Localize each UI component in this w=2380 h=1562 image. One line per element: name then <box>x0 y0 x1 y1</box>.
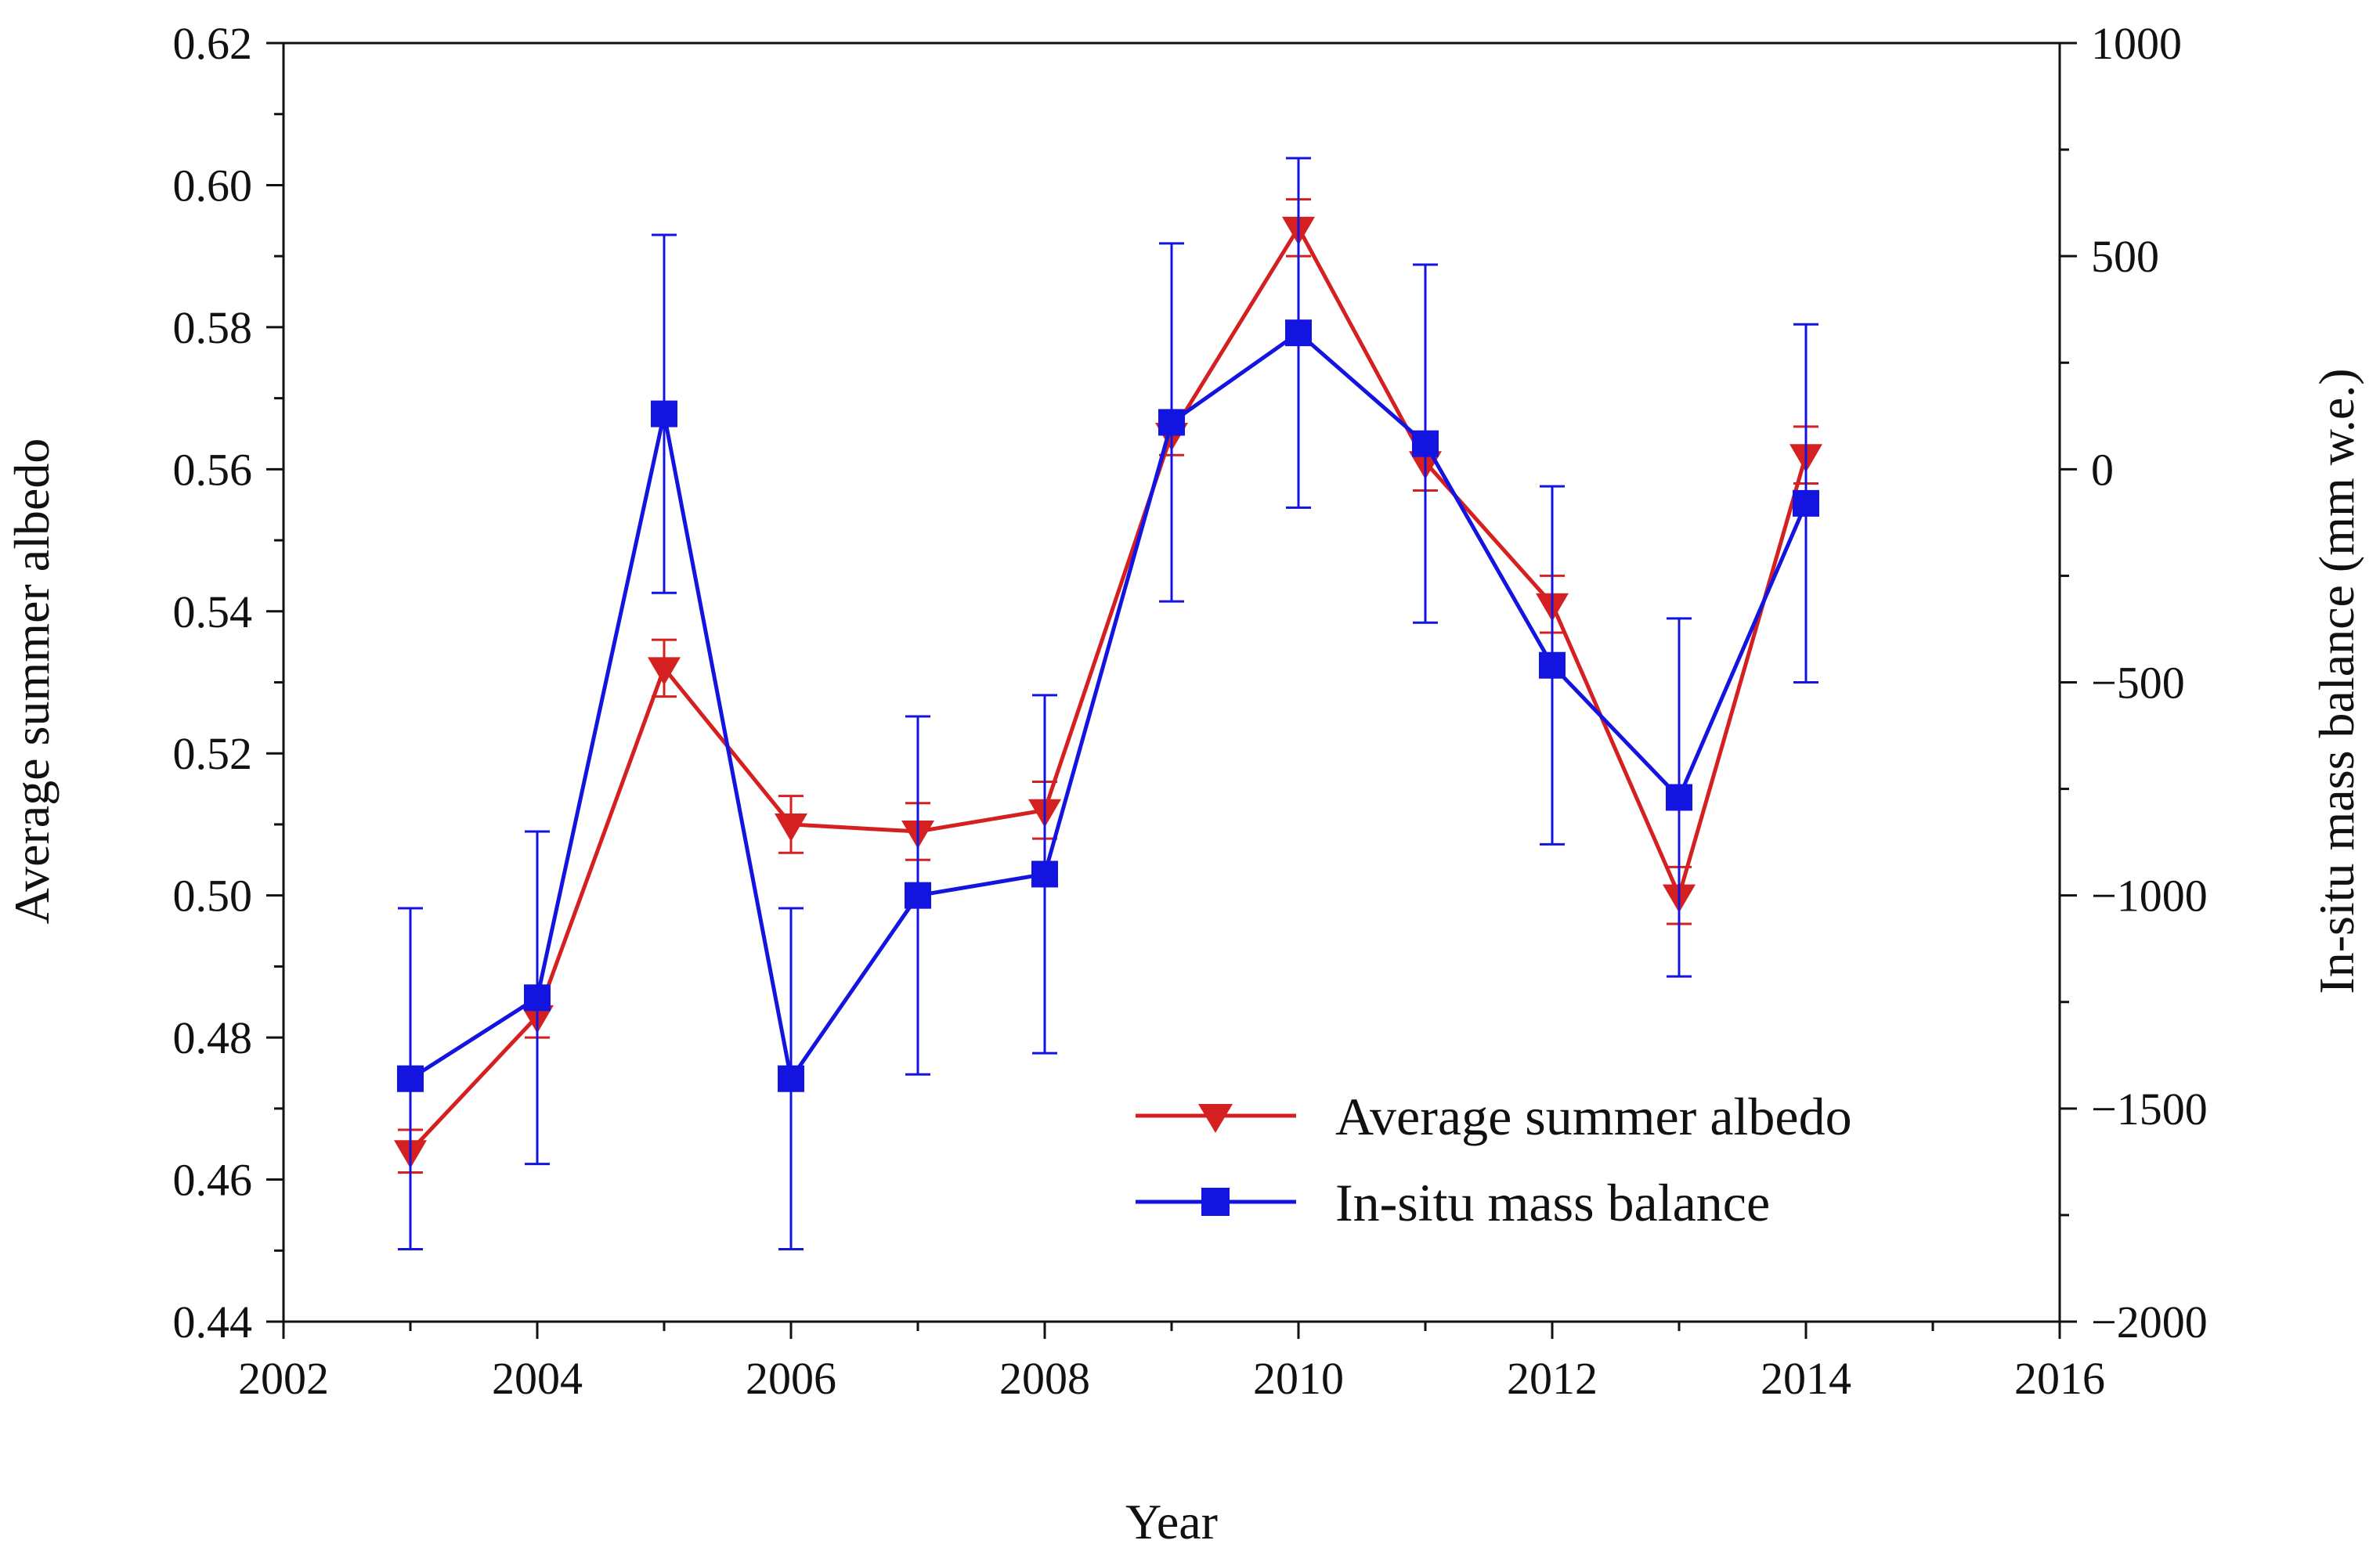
y-left-tick-label: 0.46 <box>173 1155 253 1206</box>
y-right-tick-label: 500 <box>2091 231 2159 282</box>
y-left-tick-label: 0.52 <box>173 728 253 779</box>
y-left-tick-label: 0.56 <box>173 444 253 495</box>
x-axis-title: Year <box>1125 1494 1218 1549</box>
legend-label: In-situ mass balance <box>1335 1173 1770 1232</box>
data-point <box>651 400 677 427</box>
legend-marker <box>1198 1104 1233 1133</box>
legend-label: Average summer albedo <box>1335 1087 1852 1146</box>
legend-marker <box>1201 1188 1230 1216</box>
y-right-tick-label: −500 <box>2091 658 2185 709</box>
y-left-tick-label: 0.54 <box>173 586 253 637</box>
data-point <box>1285 319 1312 347</box>
data-point <box>1793 489 1819 517</box>
series-line <box>409 330 1808 1084</box>
x-tick-label: 2006 <box>746 1353 836 1404</box>
y-axis-left-title: Average summer albedo <box>4 438 60 925</box>
data-point <box>1666 784 1692 811</box>
x-tick-label: 2008 <box>999 1353 1090 1404</box>
x-tick-label: 2002 <box>238 1353 329 1404</box>
y-left-tick-label: 0.44 <box>173 1297 253 1347</box>
y-left-tick-label: 0.48 <box>173 1012 253 1063</box>
y-right-tick-label: 0 <box>2091 444 2114 495</box>
y-right-tick-label: −2000 <box>2091 1297 2208 1347</box>
data-point <box>775 813 807 842</box>
data-point <box>1031 860 1058 888</box>
y-left-tick-label: 0.58 <box>173 302 253 353</box>
y-right-tick-label: −1000 <box>2091 871 2208 922</box>
data-point <box>524 984 551 1012</box>
series-1 <box>394 198 1822 1174</box>
data-point <box>1158 409 1185 436</box>
data-point <box>778 1065 804 1092</box>
data-point <box>648 657 681 686</box>
y-axis-right: −2000 −1500 −1000 −500 0 500 1000 <box>2060 18 2208 1347</box>
x-tick-label: 2010 <box>1253 1353 1344 1404</box>
x-axis: 2002 2004 2006 2008 2010 2012 2014 2016 <box>238 1322 2105 1404</box>
y-right-tick-label: 1000 <box>2091 18 2182 69</box>
x-tick-label: 2012 <box>1507 1353 1598 1404</box>
y-axis-right-title: In-situ mass balance (mm w.e.) <box>2309 368 2364 994</box>
y-left-tick-label: 0.60 <box>173 160 253 211</box>
legend: Average summer albedo In-situ mass balanc… <box>1136 1087 1852 1232</box>
series-2 <box>397 157 1819 1250</box>
y-axis-left: 0.44 0.46 0.48 0.50 0.52 0.54 0.56 0.58 0.60 0.62 <box>173 18 284 1347</box>
data-point <box>1412 430 1439 457</box>
y-left-tick-label: 0.62 <box>173 18 253 69</box>
series-layer <box>394 157 1822 1250</box>
x-tick-label: 2004 <box>492 1353 583 1404</box>
series-line <box>409 223 1808 1153</box>
x-tick-label: 2016 <box>2014 1353 2105 1404</box>
y-left-tick-label: 0.50 <box>173 871 253 922</box>
data-point <box>1539 651 1566 679</box>
data-point <box>397 1065 424 1092</box>
data-point <box>905 882 931 909</box>
x-tick-label: 2014 <box>1761 1353 1851 1404</box>
y-right-tick-label: −1500 <box>2091 1084 2208 1135</box>
